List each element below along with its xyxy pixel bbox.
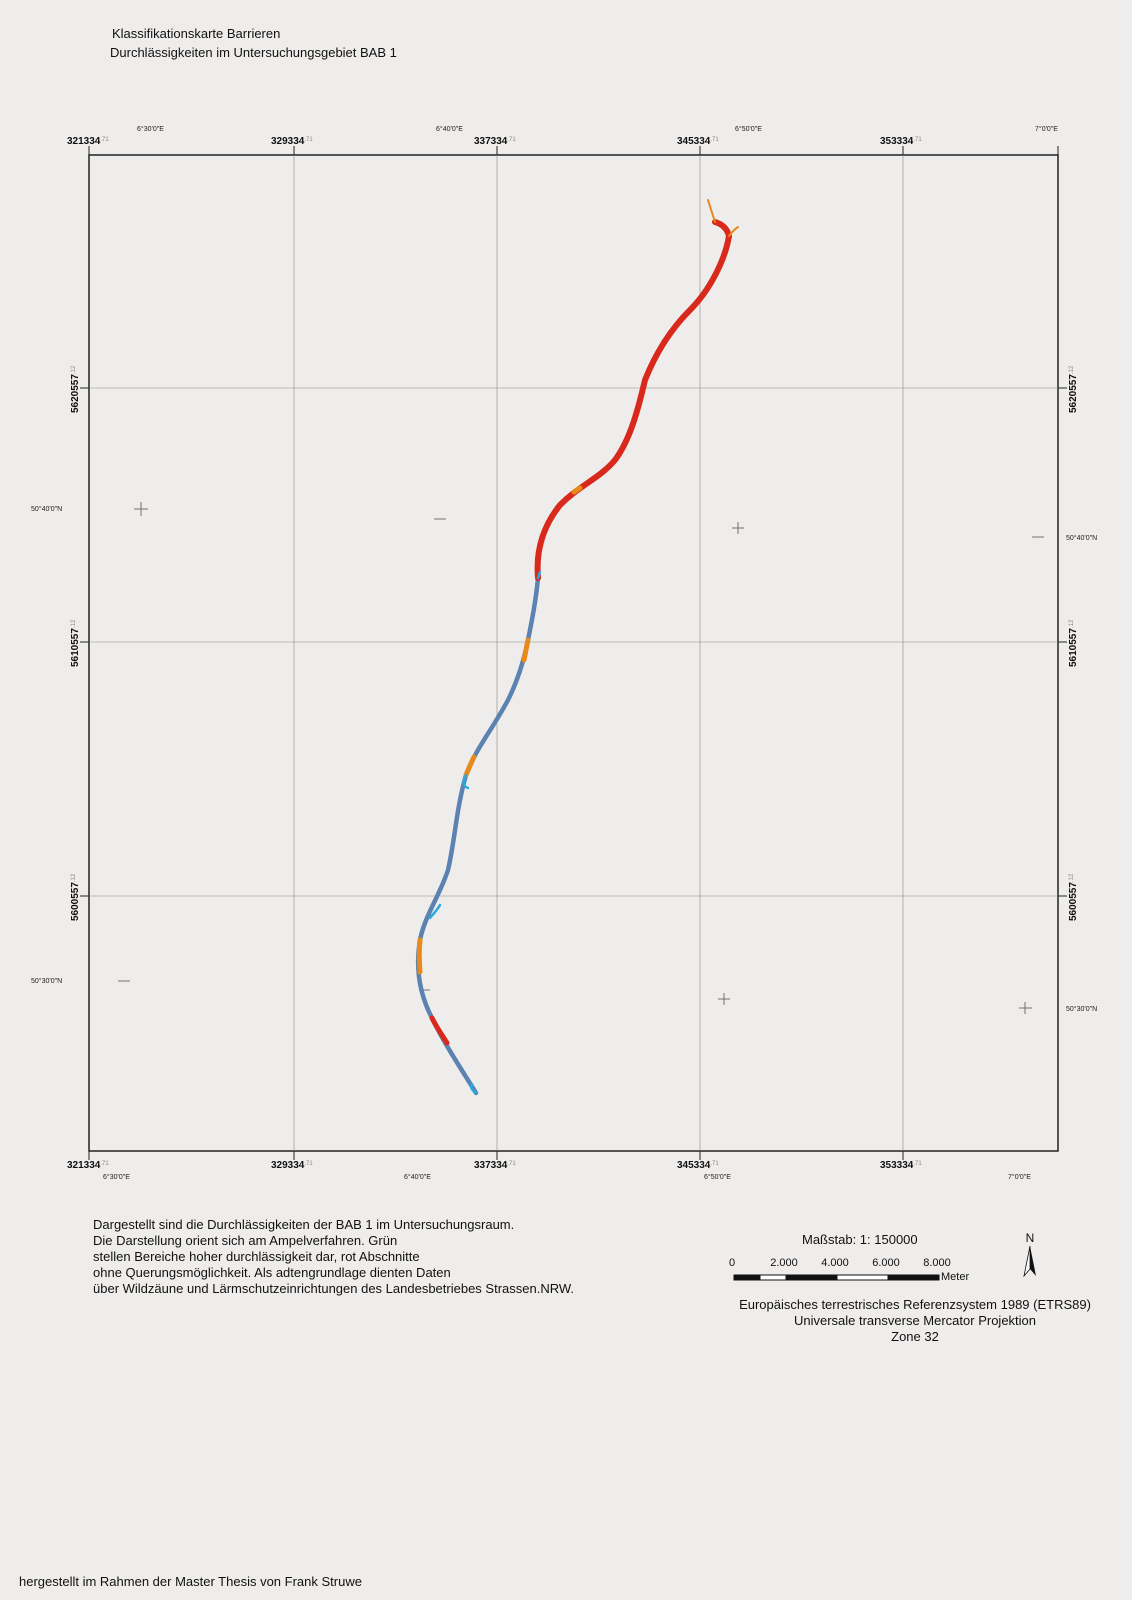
scale-tick-2: 4.000 [821,1257,849,1269]
north-arrow: N [1023,1231,1037,1280]
segment-no-crossing-north [534,219,732,581]
scale-tick-3: 6.000 [872,1257,900,1269]
scale-tick-1: 2.000 [770,1257,798,1269]
y-grid-labels-left: 5620557.12 5610557.12 5600557.12 [70,365,81,921]
map-frame: 321334.71 329334.71 337334.71 345334.71 … [31,125,1097,1181]
geo-top-0: 6°30'0"E [137,125,164,133]
x-label-top-2: 337334.71 [474,136,516,147]
highlight-interchange-4 [536,570,542,580]
x-label-top-4: 353334.71 [880,136,922,147]
graticule-crosses [118,502,1044,1014]
frame-ticks [80,146,1067,1160]
y-label-left-2: 5600557.12 [70,873,81,921]
x-label-bottom-2: 337334.71 [474,1160,516,1171]
x-label-bottom-0: 321334.71 [67,1160,109,1171]
x-label-top-3: 345334.71 [677,136,719,147]
x-label-bottom-4: 353334.71 [880,1160,922,1171]
scale-tick-4: 8.000 [923,1257,951,1269]
north-label: N [1025,1231,1035,1245]
footer-credit: hergestellt im Rahmen der Master Thesis … [19,1574,362,1589]
x-label-bottom-3: 345334.71 [677,1160,719,1171]
north-arrow-icon [1023,1245,1036,1278]
projection-line-2: Zone 32 [891,1329,939,1344]
highlight-interchange-1 [462,773,470,790]
y-label-right-1: 5610557.12 [1068,619,1079,667]
segment-high-permeability [415,575,541,1096]
geo-top-3: 7°0'0"E [1035,125,1058,133]
map-subtitle: Durchlässigkeiten im Untersuchungsgebiet… [110,45,397,60]
segment-medium-mid2 [521,637,531,663]
y-label-right-2: 5600557.12 [1068,873,1079,921]
scale-bar: 0 2.000 4.000 6.000 8.000 Meter [729,1257,970,1283]
description-line-2: stellen Bereiche hoher durchlässigkeit d… [93,1249,420,1264]
geo-bottom-1: 6°40'0"E [404,1173,431,1181]
projection-info: Europäisches terrestrisches Referenzsyst… [700,1297,1130,1345]
geo-bottom-3: 7°0'0"E [1008,1173,1031,1181]
geo-right-0: 50°40'0"N [1066,534,1097,542]
scale-title: Maßstab: 1: 150000 [802,1232,918,1247]
geo-top-1: 6°40'0"E [436,125,463,133]
highlight-interchange-3 [469,1082,478,1095]
motorway-bab1 [415,199,739,1096]
geo-right-1: 50°30'0"N [1066,1005,1097,1013]
projection-line-0: Europäisches terrestrisches Referenzsyst… [739,1297,1091,1312]
map-title: Klassifikationskarte Barrieren [112,26,281,41]
segment-medium-north [707,199,716,223]
y-label-left-1: 5610557.12 [70,619,81,667]
description-line-3: ohne Querungsmöglichkeit. Als adtengrund… [93,1265,451,1280]
segment-no-crossing-south [429,1015,450,1046]
geo-left-1: 50°30'0"N [31,977,62,985]
segment-medium-north2 [571,485,583,495]
geo-top-2: 6°50'0"E [735,125,762,133]
highlight-interchange-2 [428,903,442,920]
geo-left-0: 50°40'0"N [31,505,62,513]
y-grid-labels-right: 5620557.12 5610557.12 5600557.12 [1068,365,1079,921]
x-grid-labels-top: 321334.71 329334.71 337334.71 345334.71 … [67,136,922,147]
map-description: Dargestellt sind die Durchlässigkeiten d… [93,1217,574,1297]
description-line-4: über Wildzäune und Lärmschutzeinrichtung… [93,1281,575,1296]
map-border [88,154,1059,1152]
x-label-top-0: 321334.71 [67,136,109,147]
geo-bottom-2: 6°50'0"E [704,1173,731,1181]
projection-line-1: Universale transverse Mercator Projektio… [793,1313,1037,1328]
description-line-1: Die Darstellung orient sich am Ampelverf… [93,1233,398,1248]
x-label-top-1: 329334.71 [271,136,313,147]
grid-lines [89,155,1058,1151]
scale-unit: Meter [941,1271,969,1283]
segment-medium-ramp [728,226,739,237]
description-line-0: Dargestellt sind die Durchlässigkeiten d… [93,1217,515,1232]
scale-tick-0: 0 [729,1257,735,1269]
geo-labels: 6°30'0"E 6°40'0"E 6°50'0"E 7°0'0"E 6°30'… [31,125,1097,1181]
x-label-bottom-1: 329334.71 [271,1160,313,1171]
y-label-right-0: 5620557.12 [1068,365,1079,413]
geo-bottom-0: 6°30'0"E [103,1173,130,1181]
segment-medium-mid [463,754,477,778]
segment-medium-south [416,937,423,975]
x-grid-labels-bottom: 321334.71 329334.71 337334.71 345334.71 … [67,1160,922,1171]
y-label-left-0: 5620557.12 [70,365,81,413]
